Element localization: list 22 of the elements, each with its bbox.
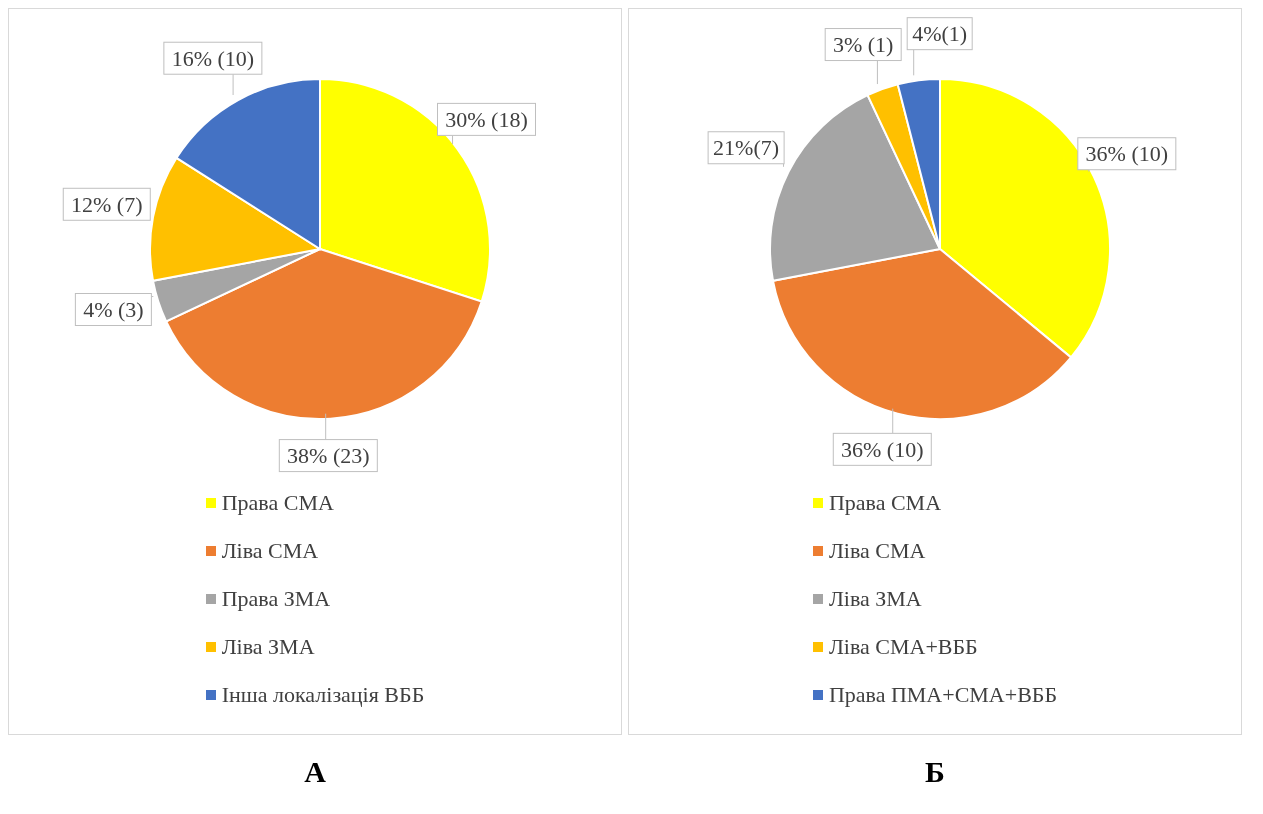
- data-label: 4%(1): [912, 21, 968, 47]
- data-label: 3% (1): [832, 32, 894, 58]
- legend-label: Ліва СМА: [828, 538, 926, 564]
- data-label: 16% (10): [171, 45, 255, 71]
- data-label: 36% (10): [1085, 141, 1169, 167]
- legend-label: Ліва ЗМА: [828, 586, 922, 612]
- legend-label: Ліва ЗМА: [221, 634, 315, 660]
- data-label: 36% (10): [841, 436, 924, 462]
- legend-label: Права СМА: [221, 490, 334, 516]
- legend-label: Права ЗМА: [221, 586, 331, 612]
- legend-label: Ліва СМА: [221, 538, 319, 564]
- data-label: 4% (3): [83, 297, 144, 323]
- legend-label: Права СМА: [828, 490, 942, 516]
- data-label: 30% (18): [445, 106, 528, 132]
- legend-label: Ліва СМА+ВББ: [828, 634, 978, 660]
- text: Б: [924, 755, 946, 789]
- legend-label: Права ПМА+СМА+ВББ: [828, 682, 1058, 708]
- data-label: 38% (23): [287, 443, 370, 469]
- legend-label: Інша локалізація ВББ: [221, 682, 425, 708]
- text: А: [303, 755, 327, 789]
- data-label: 12% (7): [71, 191, 143, 217]
- data-label: 21%(7): [713, 135, 780, 161]
